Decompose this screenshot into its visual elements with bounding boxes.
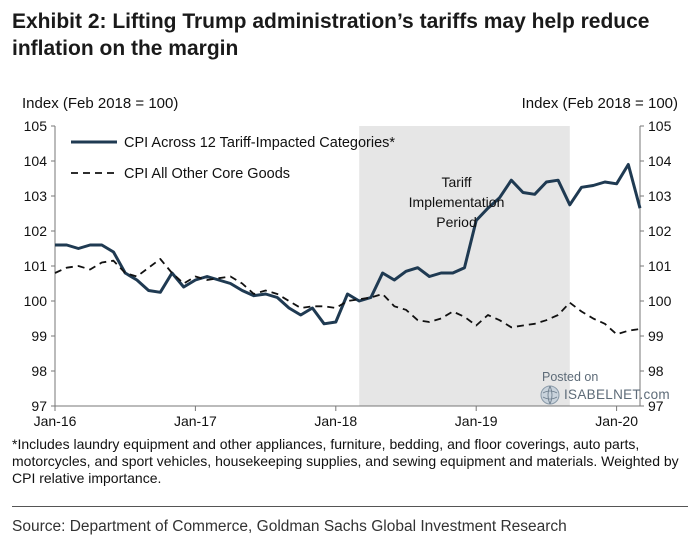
y-tick-label-left: 98 xyxy=(31,363,47,379)
x-tick-label: Jan-17 xyxy=(174,413,217,429)
y-tick-label-left: 102 xyxy=(24,223,48,239)
tariff-period-label-1: Tariff xyxy=(441,174,471,190)
y-tick-label-right: 102 xyxy=(648,223,672,239)
y-tick-label-right: 99 xyxy=(648,328,664,344)
y-tick-label-right: 100 xyxy=(648,293,672,309)
y-tick-label-right: 97 xyxy=(648,398,664,414)
x-tick-label: Jan-19 xyxy=(455,413,498,429)
y-tick-label-right: 104 xyxy=(648,153,672,169)
legend-label-2: CPI All Other Core Goods xyxy=(124,166,290,182)
y-tick-label-right: 98 xyxy=(648,363,664,379)
legend-label-1: CPI Across 12 Tariff-Impacted Categories… xyxy=(124,135,395,151)
y-tick-label-left: 103 xyxy=(24,188,48,204)
y-axis-title-right: Index (Feb 2018 = 100) xyxy=(522,95,678,112)
y-tick-label-right: 101 xyxy=(648,258,672,274)
globe-logo-icon xyxy=(540,385,560,405)
label-layer: Tariff Implementation Period xyxy=(409,174,505,230)
y-tick-label-right: 103 xyxy=(648,188,672,204)
watermark-site: ISABELNET.com xyxy=(564,387,670,402)
chart-title: Exhibit 2: Lifting Trump administration’… xyxy=(12,10,650,60)
watermark: Posted on ISABELNET.com xyxy=(536,370,676,410)
y-tick-label-left: 105 xyxy=(24,118,48,134)
tariff-period-label-3: Period xyxy=(436,214,476,230)
series-layer xyxy=(54,163,642,336)
y-tick-label-left: 104 xyxy=(24,153,48,169)
y-tick-label-left: 99 xyxy=(31,328,47,344)
y-tick-label-right: 105 xyxy=(648,118,672,134)
tariff-period-label-2: Implementation xyxy=(409,194,505,210)
y-axis-title-left: Index (Feb 2018 = 100) xyxy=(22,95,178,112)
axis-layer: 97 97 98 98 99 99 100 100 101 101 102 102 103 103 104 1… xyxy=(22,95,678,429)
y-tick-label-left: 100 xyxy=(24,293,48,309)
legend-layer: CPI Across 12 Tariff-Impacted Categories… xyxy=(71,135,395,182)
x-tick-label: Jan-16 xyxy=(34,413,77,429)
series-tariff-impacted-line xyxy=(55,163,642,326)
source-divider xyxy=(12,506,688,507)
y-tick-label-left: 97 xyxy=(31,398,47,414)
source-text: Source: Department of Commerce, Goldman … xyxy=(12,518,567,535)
series-other-core-goods-line xyxy=(54,258,641,336)
watermark-posted-on: Posted on xyxy=(542,370,599,384)
footnote: *Includes laundry equipment and other ap… xyxy=(12,436,679,486)
y-tick-label-left: 101 xyxy=(24,258,48,274)
x-tick-label: Jan-18 xyxy=(314,413,357,429)
chart-svg: 97 97 98 98 99 99 100 100 101 101 102 102 103 103 104 1… xyxy=(22,95,678,429)
x-tick-label: Jan-20 xyxy=(595,413,638,429)
